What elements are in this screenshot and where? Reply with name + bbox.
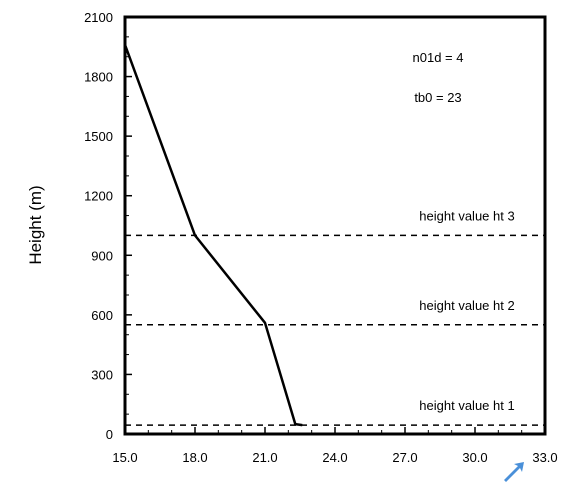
reference-line-label: height value ht 1 <box>419 398 514 413</box>
arrow-pointer-icon <box>504 462 524 482</box>
reference-line-label: height value ht 2 <box>419 298 514 313</box>
x-tick-label: 24.0 <box>322 450 347 465</box>
y-tick-label: 1500 <box>84 129 113 144</box>
x-tick-label: 27.0 <box>392 450 417 465</box>
y-tick-label: 1800 <box>84 70 113 85</box>
y-tick-label: 900 <box>91 248 113 263</box>
x-tick-label: 33.0 <box>532 450 557 465</box>
y-tick-label: 0 <box>106 427 113 442</box>
x-tick-label: 18.0 <box>182 450 207 465</box>
reference-line-label: height value ht 3 <box>419 208 514 223</box>
y-tick-label: 300 <box>91 367 113 382</box>
y-tick-label: 2100 <box>84 10 113 25</box>
y-tick-label: 600 <box>91 308 113 323</box>
x-tick-label: 21.0 <box>252 450 277 465</box>
y-axis-title: Height (m) <box>26 185 45 264</box>
plot-frame <box>123 15 547 436</box>
x-tick-label: 15.0 <box>112 450 137 465</box>
x-tick-label: 30.0 <box>462 450 487 465</box>
annotation-tb0: tb0 = 23 <box>414 90 461 105</box>
y-tick-label: 1200 <box>84 189 113 204</box>
annotation-n01d: n01d = 4 <box>413 50 464 65</box>
